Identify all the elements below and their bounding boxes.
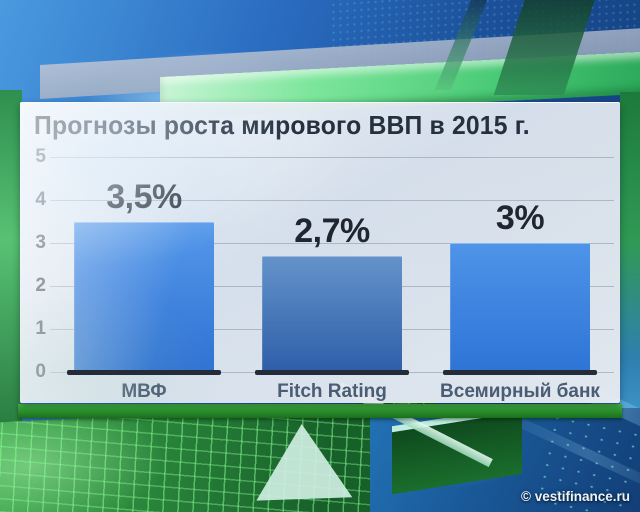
bar-baseline bbox=[255, 370, 409, 375]
bar-category-label: Всемирный банк bbox=[440, 381, 600, 402]
y-tick-0: 0 bbox=[35, 361, 46, 382]
bg-mint-pyramid bbox=[253, 422, 353, 501]
y-tick-4: 4 bbox=[35, 189, 46, 210]
panel-green-underbar bbox=[18, 404, 622, 418]
y-axis-ticks: 0 1 2 3 4 5 bbox=[24, 146, 46, 382]
bar bbox=[262, 255, 402, 372]
bar-value-label: 3% bbox=[495, 199, 545, 237]
bg-right-green-strip bbox=[620, 92, 640, 424]
chart-panel: Прогнозы роста мирового ВВП в 2015 г. 0 1… bbox=[20, 102, 620, 403]
bar-slot-3: 3% Всемирный банк bbox=[426, 157, 614, 402]
bar-slot-1: 3,5% МВФ bbox=[50, 157, 238, 402]
bar-baseline bbox=[67, 370, 221, 375]
bar-value-label: 2,7% bbox=[294, 211, 370, 250]
bar-value-label: 3,5% bbox=[106, 177, 182, 216]
bg-left-green-strip bbox=[0, 90, 22, 424]
y-tick-1: 1 bbox=[35, 318, 46, 339]
bar bbox=[450, 243, 590, 372]
bar-slot-2: 2,7% Fitch Rating bbox=[238, 157, 426, 402]
bar bbox=[74, 221, 214, 372]
y-tick-5: 5 bbox=[35, 146, 46, 167]
chart-title: Прогнозы роста мирового ВВП в 2015 г. bbox=[34, 110, 530, 140]
watermark: © vestifinance.ru bbox=[521, 489, 630, 504]
y-tick-2: 2 bbox=[35, 275, 46, 296]
bar-baseline bbox=[443, 370, 597, 375]
plot-area: 3,5% МВФ 2,7% Fitch Rating 3% Всемирный банк bbox=[50, 157, 614, 402]
y-tick-3: 3 bbox=[35, 232, 46, 253]
